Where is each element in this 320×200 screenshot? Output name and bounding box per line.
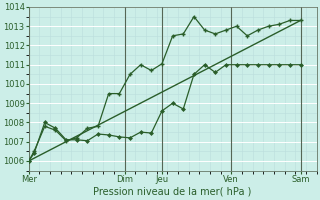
X-axis label: Pression niveau de la mer( hPa ): Pression niveau de la mer( hPa ) xyxy=(93,187,252,197)
